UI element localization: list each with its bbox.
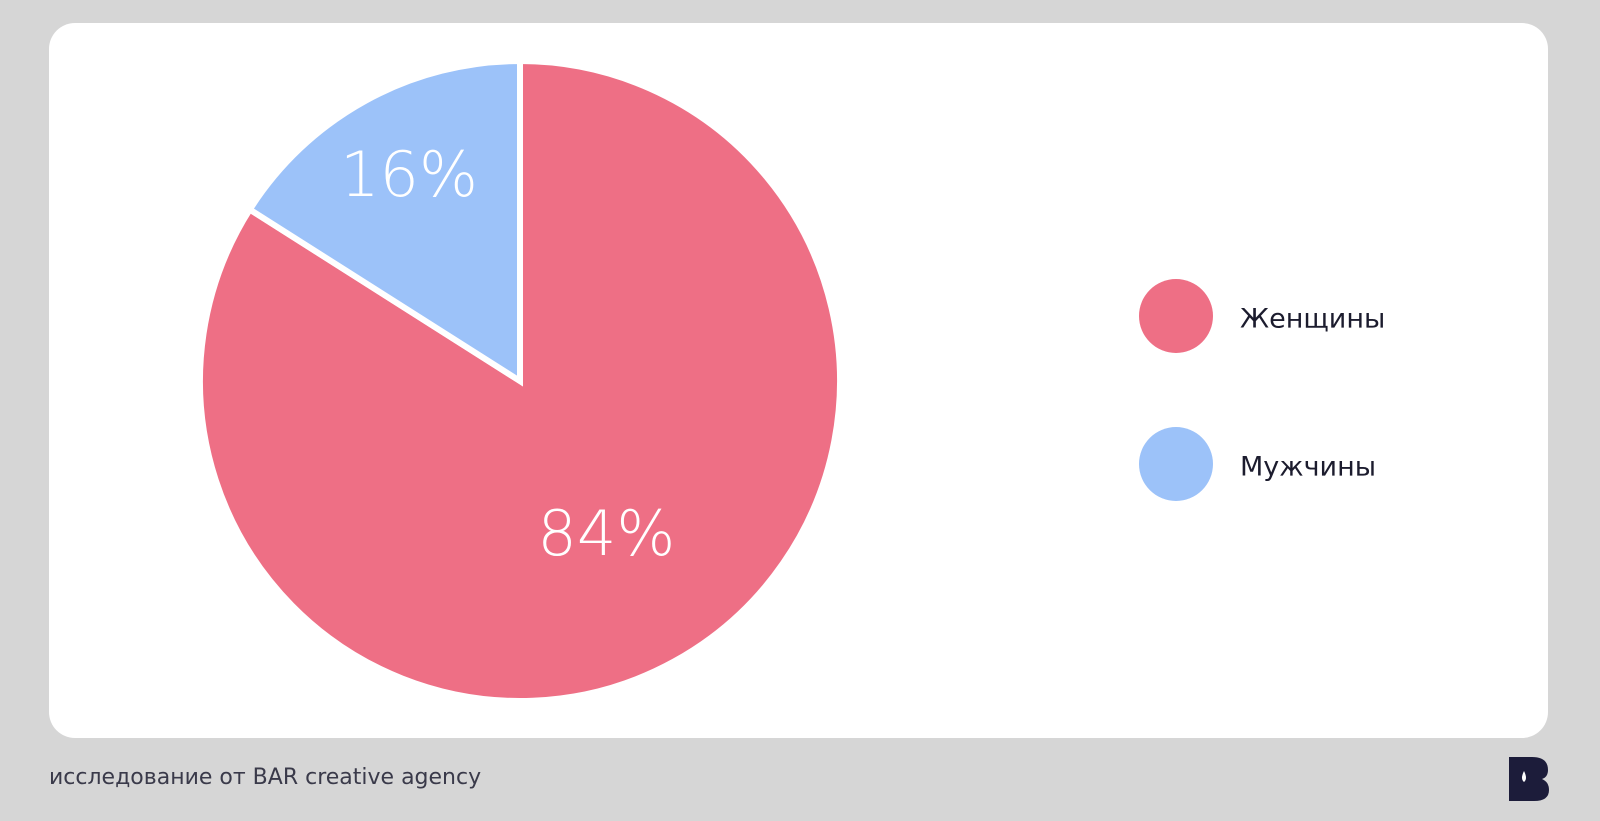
legend-swatch xyxy=(1139,279,1213,353)
slice-label: 16% xyxy=(340,138,478,211)
legend-swatch xyxy=(1139,427,1213,501)
legend-label: Мужчины xyxy=(1240,452,1376,483)
logo xyxy=(1509,757,1549,801)
chart: 84% 16% Женщины Мужчины xyxy=(197,57,1385,704)
slice-label: 84% xyxy=(537,497,675,570)
source: исследование от BAR creative agency xyxy=(49,765,481,790)
pie-slice xyxy=(245,57,523,387)
legend-label: Женщины xyxy=(1240,304,1385,335)
